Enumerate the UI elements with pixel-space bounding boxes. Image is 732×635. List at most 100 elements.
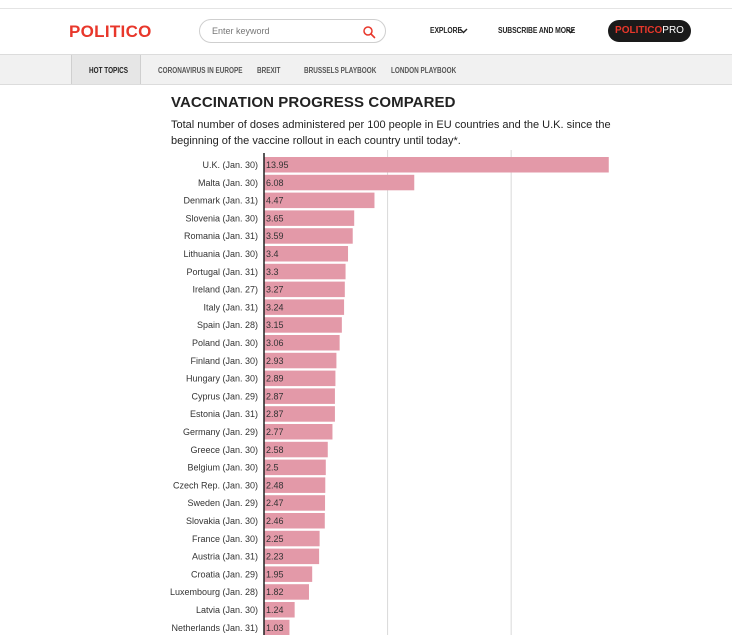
search-input[interactable] xyxy=(212,24,352,38)
bar xyxy=(264,584,309,600)
explore-menu[interactable]: EXPLORE xyxy=(430,26,462,35)
value-label: 4.47 xyxy=(266,196,284,206)
category-label: Spain (Jan. 28) xyxy=(197,320,258,330)
value-label: 3.27 xyxy=(266,285,284,295)
value-label: 6.08 xyxy=(266,178,284,188)
bar xyxy=(264,602,295,618)
category-label: Romania (Jan. 31) xyxy=(184,231,258,241)
bar xyxy=(264,477,326,493)
category-label: Poland (Jan. 30) xyxy=(192,338,258,348)
value-label: 3.59 xyxy=(266,231,284,241)
category-label: France (Jan. 30) xyxy=(192,534,258,544)
category-label: Slovenia (Jan. 30) xyxy=(185,213,258,223)
politico-pro-button[interactable]: POLITICOPRO xyxy=(608,20,691,42)
category-label: Denmark (Jan. 31) xyxy=(183,196,258,206)
tab-brexit[interactable]: BREXIT xyxy=(257,66,281,75)
bar xyxy=(264,246,349,262)
bar xyxy=(264,157,609,173)
category-label: Austria (Jan. 31) xyxy=(192,552,258,562)
category-label: Luxembourg (Jan. 28) xyxy=(170,587,258,597)
category-label: Greece (Jan. 30) xyxy=(190,445,258,455)
category-label: Hungary (Jan. 30) xyxy=(186,374,258,384)
bar xyxy=(264,495,326,511)
value-label: 2.23 xyxy=(266,552,284,562)
value-label: 2.5 xyxy=(266,463,279,473)
chart-title: VACCINATION PROGRESS COMPARED xyxy=(171,94,456,111)
bar xyxy=(264,459,326,476)
search-box[interactable] xyxy=(199,19,386,43)
bar xyxy=(264,192,375,209)
bar xyxy=(264,228,353,244)
category-label: Latvia (Jan. 30) xyxy=(196,605,258,615)
tab-hot-topics-label[interactable]: HOT TOPICS xyxy=(89,66,128,75)
value-label: 3.65 xyxy=(266,213,284,223)
category-label: Sweden (Jan. 29) xyxy=(187,498,258,508)
search-icon[interactable] xyxy=(362,25,376,39)
bar xyxy=(264,299,345,315)
category-label: Lithuania (Jan. 30) xyxy=(183,249,258,259)
tab-london-playbook[interactable]: LONDON PLAYBOOK xyxy=(391,66,457,75)
bar xyxy=(264,281,345,298)
value-label: 1.03 xyxy=(266,623,284,633)
bar xyxy=(264,174,415,191)
category-label: Croatia (Jan. 29) xyxy=(191,569,258,579)
value-label: 1.95 xyxy=(266,569,284,579)
value-label: 2.46 xyxy=(266,516,284,526)
value-label: 2.77 xyxy=(266,427,284,437)
value-label: 2.48 xyxy=(266,480,284,490)
tab-brussels-playbook[interactable]: BRUSSELS PLAYBOOK xyxy=(304,66,377,75)
tab-coronavirus-in-europe[interactable]: CORONAVIRUS IN EUROPE xyxy=(158,66,243,75)
category-label: Estonia (Jan. 31) xyxy=(190,409,258,419)
bar xyxy=(264,263,346,280)
value-label: 13.95 xyxy=(266,160,289,170)
value-label: 3.15 xyxy=(266,320,284,330)
bar xyxy=(264,424,333,440)
value-label: 2.89 xyxy=(266,374,284,384)
pro-button-brand: POLITICO xyxy=(615,25,663,36)
chevron-down-icon[interactable] xyxy=(566,28,575,34)
bar xyxy=(264,406,335,422)
bar xyxy=(264,210,355,226)
category-label: Slovakia (Jan. 30) xyxy=(186,516,258,526)
bar xyxy=(264,548,320,565)
subscribe-menu[interactable]: SUBSCRIBE AND MORE xyxy=(498,26,576,35)
bar xyxy=(264,441,328,458)
bar xyxy=(264,370,336,387)
category-label: Netherlands (Jan. 31) xyxy=(171,623,258,633)
bar xyxy=(264,530,320,547)
bar xyxy=(264,335,340,351)
value-label: 2.47 xyxy=(266,498,284,508)
bar xyxy=(264,352,337,369)
value-label: 2.93 xyxy=(266,356,284,366)
category-label: Italy (Jan. 31) xyxy=(203,302,258,312)
site-header: POLITICO EXPLORE SUBSCRIBE AND MORE POLI… xyxy=(0,8,732,55)
value-label: 2.25 xyxy=(266,534,284,544)
value-label: 1.24 xyxy=(266,605,284,615)
chevron-down-icon[interactable] xyxy=(459,28,468,34)
politico-logo[interactable]: POLITICO xyxy=(69,22,152,41)
value-label: 3.4 xyxy=(266,249,279,259)
category-label: Ireland (Jan. 27) xyxy=(192,285,258,295)
value-label: 2.87 xyxy=(266,409,284,419)
category-label: U.K. (Jan. 30) xyxy=(202,160,258,170)
category-label: Portugal (Jan. 31) xyxy=(186,267,258,277)
value-label: 2.58 xyxy=(266,445,284,455)
category-label: Germany (Jan. 29) xyxy=(183,427,258,437)
category-label: Malta (Jan. 30) xyxy=(198,178,258,188)
category-label: Finland (Jan. 30) xyxy=(190,356,258,366)
topics-nav: HOT TOPICS CORONAVIRUS IN EUROPE BREXIT … xyxy=(0,54,732,85)
value-label: 2.87 xyxy=(266,391,284,401)
value-label: 3.3 xyxy=(266,267,279,277)
bar xyxy=(264,619,290,635)
chart-subtitle: Total number of doses administered per 1… xyxy=(171,119,611,147)
bar xyxy=(264,566,313,582)
category-label: Belgium (Jan. 30) xyxy=(187,463,258,473)
bar xyxy=(264,317,342,333)
category-label: Cyprus (Jan. 29) xyxy=(191,391,258,401)
value-label: 3.06 xyxy=(266,338,284,348)
value-label: 3.24 xyxy=(266,302,284,312)
bar xyxy=(264,388,335,404)
tab-hot-topics[interactable] xyxy=(71,55,141,84)
value-label: 1.82 xyxy=(266,587,284,597)
